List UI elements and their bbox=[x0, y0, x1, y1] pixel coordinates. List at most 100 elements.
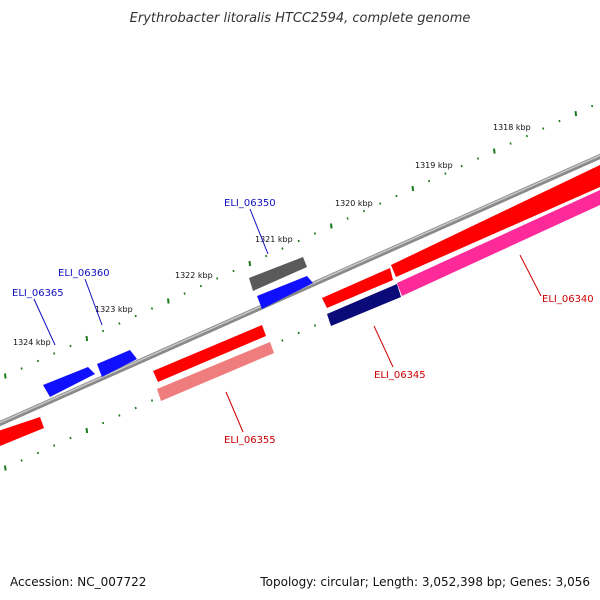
label-ELI_06355[interactable]: ELI_06355 bbox=[224, 435, 276, 446]
outer-ring-tick bbox=[379, 202, 382, 205]
outer-ring-tick bbox=[509, 142, 512, 145]
gene-ELI_06345-arrow bbox=[327, 284, 401, 326]
inner-ring-tick bbox=[102, 421, 105, 425]
inner-ring-tick bbox=[20, 459, 23, 462]
outer-ring-tick bbox=[102, 329, 105, 333]
gene-ELI_06340-red[interactable] bbox=[391, 165, 600, 277]
gene-ELI_06350-arrow bbox=[257, 276, 313, 309]
outer-ring-tick bbox=[525, 134, 528, 138]
scale-label-1323: 1323 kbp bbox=[95, 305, 133, 314]
outer-ring-tick bbox=[411, 185, 415, 192]
outer-ring-tick bbox=[199, 284, 202, 288]
inner-ring-tick bbox=[4, 465, 7, 471]
leader-ELI_06345 bbox=[373, 325, 394, 368]
scale-label-1319: 1319 kbp bbox=[415, 161, 453, 170]
gene-ELI_06355-arrow bbox=[157, 342, 274, 401]
outer-ring-tick bbox=[85, 335, 89, 342]
label-ELI_06340[interactable]: ELI_06340 bbox=[542, 294, 594, 305]
scale-label-1322: 1322 kbp bbox=[175, 271, 213, 280]
gene-ELI_06360-arrow bbox=[97, 350, 137, 377]
outer-ring-tick bbox=[248, 260, 252, 267]
gene-ELI_06365[interactable] bbox=[43, 367, 95, 397]
scale-label-1318: 1318 kbp bbox=[493, 123, 531, 132]
outer-ring-tick bbox=[591, 104, 594, 108]
inner-ring-tick bbox=[53, 444, 56, 447]
inner-ring-tick bbox=[313, 324, 317, 327]
leader-ELI_06360 bbox=[84, 278, 103, 326]
outer-ring-tick bbox=[150, 307, 154, 310]
gene-ELI_06365-arrow bbox=[43, 367, 95, 397]
outer-ring-tick bbox=[330, 223, 333, 229]
gene-left-red[interactable] bbox=[0, 417, 44, 448]
inner-ring-tick bbox=[36, 451, 39, 455]
outer-ring-tick bbox=[281, 247, 284, 250]
gene-ELI_06340[interactable] bbox=[397, 190, 600, 296]
label-ELI_06350[interactable]: ELI_06350 bbox=[224, 198, 276, 209]
leader-ELI_06350 bbox=[249, 208, 269, 255]
inner-ring-tick bbox=[281, 339, 284, 342]
gene-ELI_06340-arrow bbox=[397, 190, 600, 296]
leader-ELI_06365 bbox=[33, 298, 56, 346]
inner-ring-tick bbox=[69, 436, 72, 440]
gene-ELI_06340-red-arrow bbox=[391, 165, 600, 277]
outer-ring-tick bbox=[20, 367, 23, 370]
outer-ring-tick bbox=[346, 217, 349, 220]
gene-ELI_06345[interactable] bbox=[327, 284, 401, 326]
gene-labels: ELI_06340 ELI_06345 ELI_06350 ELI_06355 … bbox=[12, 198, 594, 446]
inner-ring-tick bbox=[85, 427, 89, 434]
outer-ring-tick bbox=[574, 110, 578, 117]
gene-ELI_06360[interactable] bbox=[97, 350, 137, 377]
gene-ELI_06350[interactable] bbox=[257, 276, 313, 309]
gene-ELI_06355-red[interactable] bbox=[153, 325, 266, 382]
gene-ELI_06345-red-arrow bbox=[322, 268, 393, 308]
inner-ring-tick bbox=[118, 414, 121, 417]
outer-tick-ring bbox=[4, 104, 594, 379]
outer-ring-tick bbox=[362, 209, 365, 213]
gene-gray-arrow bbox=[249, 257, 307, 291]
outer-ring-tick bbox=[444, 172, 447, 175]
accession-text: Accession: NC_007722 bbox=[10, 575, 146, 589]
outer-ring-tick bbox=[476, 157, 480, 160]
scale-labels: 1318 kbp 1319 kbp 1320 kbp 1321 kbp 1322 kbp… bbox=[13, 123, 531, 347]
scale-label-1324: 1324 kbp bbox=[13, 338, 51, 347]
gene-ELI_06355-red-arrow bbox=[153, 325, 266, 382]
label-ELI_06365[interactable]: ELI_06365 bbox=[12, 288, 64, 299]
inner-ring-tick bbox=[150, 399, 154, 402]
gene-left-red-arrow bbox=[0, 417, 44, 446]
outer-ring-tick bbox=[460, 164, 463, 168]
gene-gray[interactable] bbox=[249, 257, 307, 291]
topology-text: Topology: circular; Length: 3,052,398 bp… bbox=[259, 575, 590, 589]
outer-ring-tick bbox=[53, 352, 56, 355]
inner-ring-tick bbox=[134, 406, 137, 410]
outer-ring-tick bbox=[183, 292, 186, 295]
outer-ring-tick bbox=[4, 373, 7, 379]
gene-features bbox=[0, 165, 600, 448]
outer-ring-tick bbox=[216, 277, 219, 280]
outer-ring-tick bbox=[134, 314, 137, 318]
scale-label-1321: 1321 kbp bbox=[255, 235, 293, 244]
label-ELI_06360[interactable]: ELI_06360 bbox=[58, 268, 110, 279]
outer-ring-tick bbox=[313, 232, 317, 235]
outer-ring-tick bbox=[69, 344, 72, 348]
label-ELI_06345[interactable]: ELI_06345 bbox=[374, 370, 426, 381]
scale-label-1320: 1320 kbp bbox=[335, 199, 373, 208]
map-title: Erythrobacter litoralis HTCC2594, comple… bbox=[130, 11, 471, 26]
leader-ELI_06355 bbox=[225, 391, 244, 433]
outer-ring-tick bbox=[542, 127, 545, 130]
leader-ELI_06340 bbox=[519, 254, 542, 297]
outer-ring-tick bbox=[265, 254, 268, 258]
gene-ELI_06355[interactable] bbox=[157, 342, 274, 401]
outer-ring-tick bbox=[36, 359, 39, 363]
outer-ring-tick bbox=[167, 298, 170, 304]
outer-ring-tick bbox=[493, 148, 496, 154]
genome-backbone bbox=[0, 153, 600, 427]
outer-ring-tick bbox=[297, 239, 300, 243]
outer-ring-tick bbox=[118, 322, 121, 325]
outer-ring-tick bbox=[428, 179, 431, 183]
inner-ring-tick bbox=[297, 331, 300, 335]
outer-ring-tick bbox=[232, 269, 235, 273]
outer-ring-tick bbox=[558, 119, 561, 123]
gene-ELI_06345-red[interactable] bbox=[322, 268, 393, 308]
outer-ring-tick bbox=[395, 194, 398, 198]
